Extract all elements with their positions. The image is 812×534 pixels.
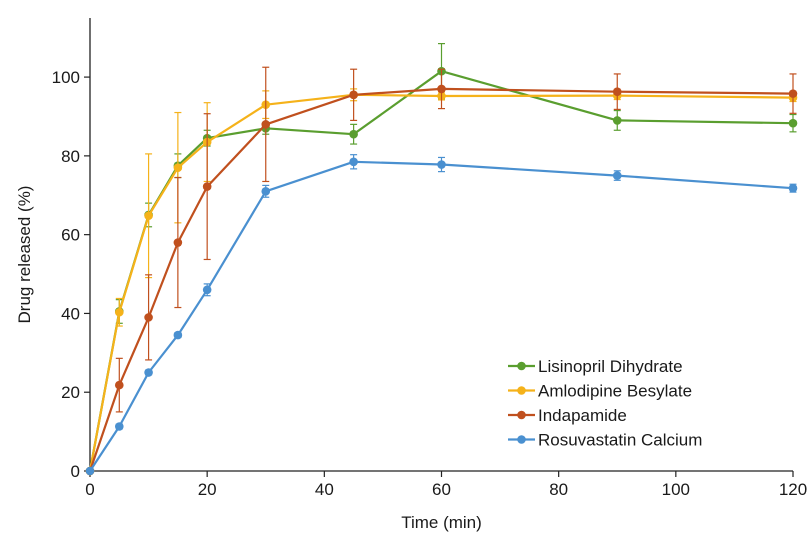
legend-label: Rosuvastatin Calcium (538, 431, 702, 450)
legend-label: Indapamide (538, 406, 627, 425)
data-point (144, 313, 153, 322)
series-2 (85, 66, 798, 476)
data-point (788, 118, 798, 128)
y-tick-label: 40 (61, 304, 80, 323)
data-point (349, 90, 358, 100)
series-layer (85, 43, 798, 476)
legend-swatch-marker (517, 361, 526, 371)
data-point (85, 466, 95, 476)
data-point (114, 380, 124, 390)
legend-swatch-marker (517, 410, 526, 420)
data-point (349, 157, 358, 167)
legend-item: Rosuvastatin Calcium (508, 431, 702, 450)
legend-item: Indapamide (508, 406, 627, 425)
data-point (114, 422, 124, 431)
x-tick-label: 40 (315, 480, 334, 499)
x-axis-title: Time (min) (401, 513, 482, 532)
series-line (88, 93, 794, 472)
x-tick-label: 20 (198, 480, 217, 499)
legend-label: Amlodipine Besylate (538, 382, 692, 401)
axes: 0 20 40 60 80 100 0 20 40 60 80 100 120 (52, 18, 807, 499)
data-point (612, 116, 622, 125)
series-3 (85, 154, 798, 476)
y-tick-label: 20 (61, 383, 80, 402)
data-point (173, 330, 183, 340)
y-tick-label: 0 (71, 462, 80, 481)
data-point (437, 84, 446, 94)
data-point (144, 211, 153, 221)
x-tick-label: 60 (432, 480, 451, 499)
x-tick-label: 120 (779, 480, 807, 499)
data-point (202, 285, 212, 295)
data-point (612, 171, 622, 180)
y-tick-label: 60 (61, 226, 80, 245)
x-tick-label: 100 (662, 480, 690, 499)
y-tick-label: 100 (52, 68, 80, 87)
x-tick-label: 0 (85, 480, 94, 499)
legend: Lisinopril Dihydrate Amlodipine Besylate I… (508, 357, 702, 450)
data-point (349, 129, 358, 139)
data-point (144, 368, 153, 377)
data-point (173, 163, 183, 172)
legend-swatch-marker (517, 435, 526, 444)
data-point (612, 87, 622, 96)
y-axis-title: Drug released (%) (15, 186, 34, 324)
legend-label: Lisinopril Dihydrate (538, 357, 683, 376)
data-point (202, 182, 212, 191)
data-point (788, 183, 798, 193)
data-point (261, 187, 271, 196)
data-point (788, 89, 798, 98)
series-1 (85, 88, 798, 476)
y-tick-label: 80 (61, 147, 80, 166)
legend-item: Lisinopril Dihydrate (508, 357, 683, 376)
data-point (261, 120, 271, 129)
series-line (88, 87, 794, 472)
x-tick-label: 80 (549, 480, 568, 499)
data-point (114, 307, 124, 317)
legend-item: Amlodipine Besylate (508, 382, 692, 401)
series-line (88, 70, 794, 472)
data-point (437, 160, 446, 169)
legend-swatch-marker (517, 386, 526, 395)
data-point (173, 238, 183, 247)
series-line (89, 160, 794, 472)
